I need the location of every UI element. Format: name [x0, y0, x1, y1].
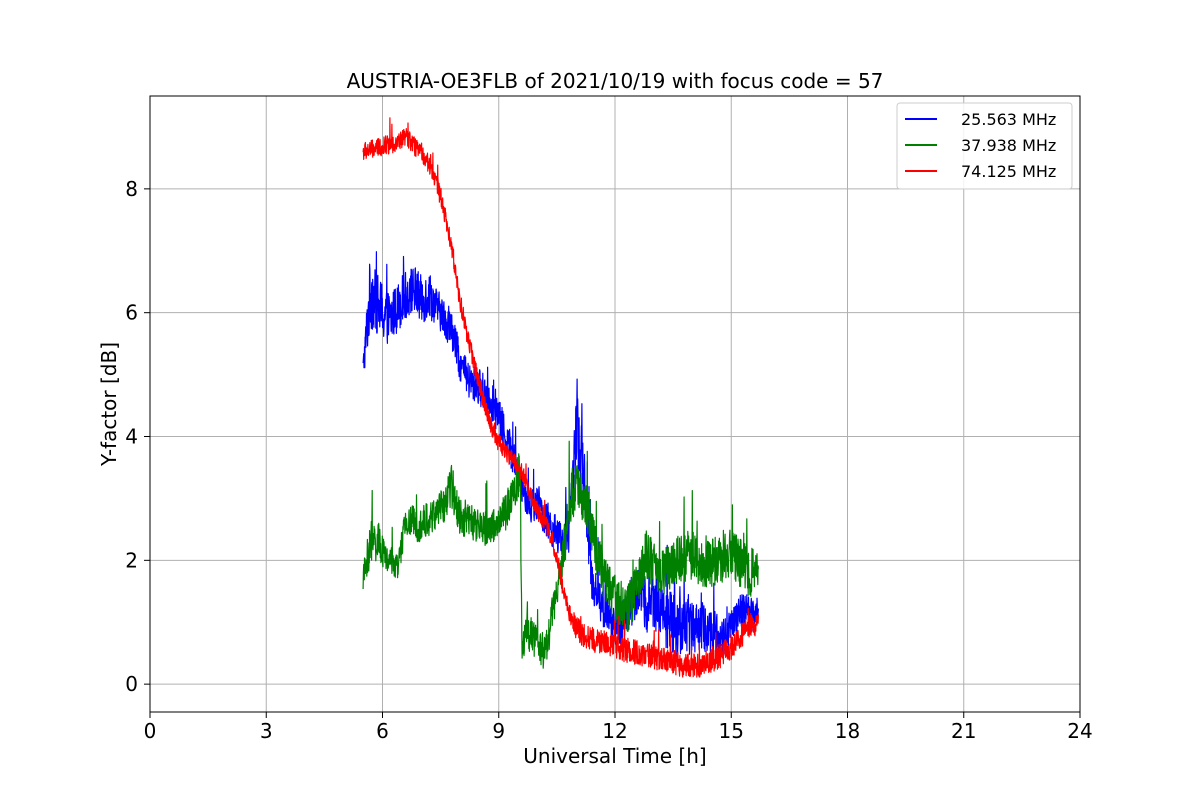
legend-box: [896, 102, 1073, 190]
y-tick-label: 4: [125, 425, 138, 449]
x-tick-label: 12: [602, 719, 627, 743]
x-tick-label: 18: [835, 719, 860, 743]
y-axis: 0 2 4 6 8: [125, 177, 150, 696]
legend-label: 25.563 MHz: [961, 110, 1056, 129]
x-tick-label: 24: [1067, 719, 1092, 743]
x-tick-label: 9: [492, 719, 505, 743]
x-tick-label: 15: [719, 719, 744, 743]
legend-label: 74.125 MHz: [961, 162, 1056, 181]
y-tick-label: 2: [125, 548, 138, 572]
series-line-1: [362, 251, 759, 659]
x-axis-label: Universal Time [h]: [523, 744, 706, 768]
legend-label: 37.938 MHz: [961, 136, 1056, 155]
chart-title: AUSTRIA-OE3FLB of 2021/10/19 with focus …: [347, 69, 884, 93]
x-axis: 0 3 6 9 12 15 18 21 24: [144, 712, 1093, 743]
x-tick-label: 6: [376, 719, 389, 743]
legend: 25.563 MHz 37.938 MHz 74.125 MHz: [896, 102, 1073, 190]
series-line-3: [362, 117, 759, 678]
x-tick-label: 21: [951, 719, 976, 743]
series-line-2: [362, 440, 759, 669]
series-layer: [362, 117, 759, 678]
y-axis-label: Y-factor [dB]: [97, 342, 121, 467]
x-tick-label: 0: [144, 719, 157, 743]
y-tick-label: 0: [125, 672, 138, 696]
y-tick-label: 6: [125, 301, 138, 325]
y-tick-label: 8: [125, 177, 138, 201]
x-tick-label: 3: [260, 719, 273, 743]
